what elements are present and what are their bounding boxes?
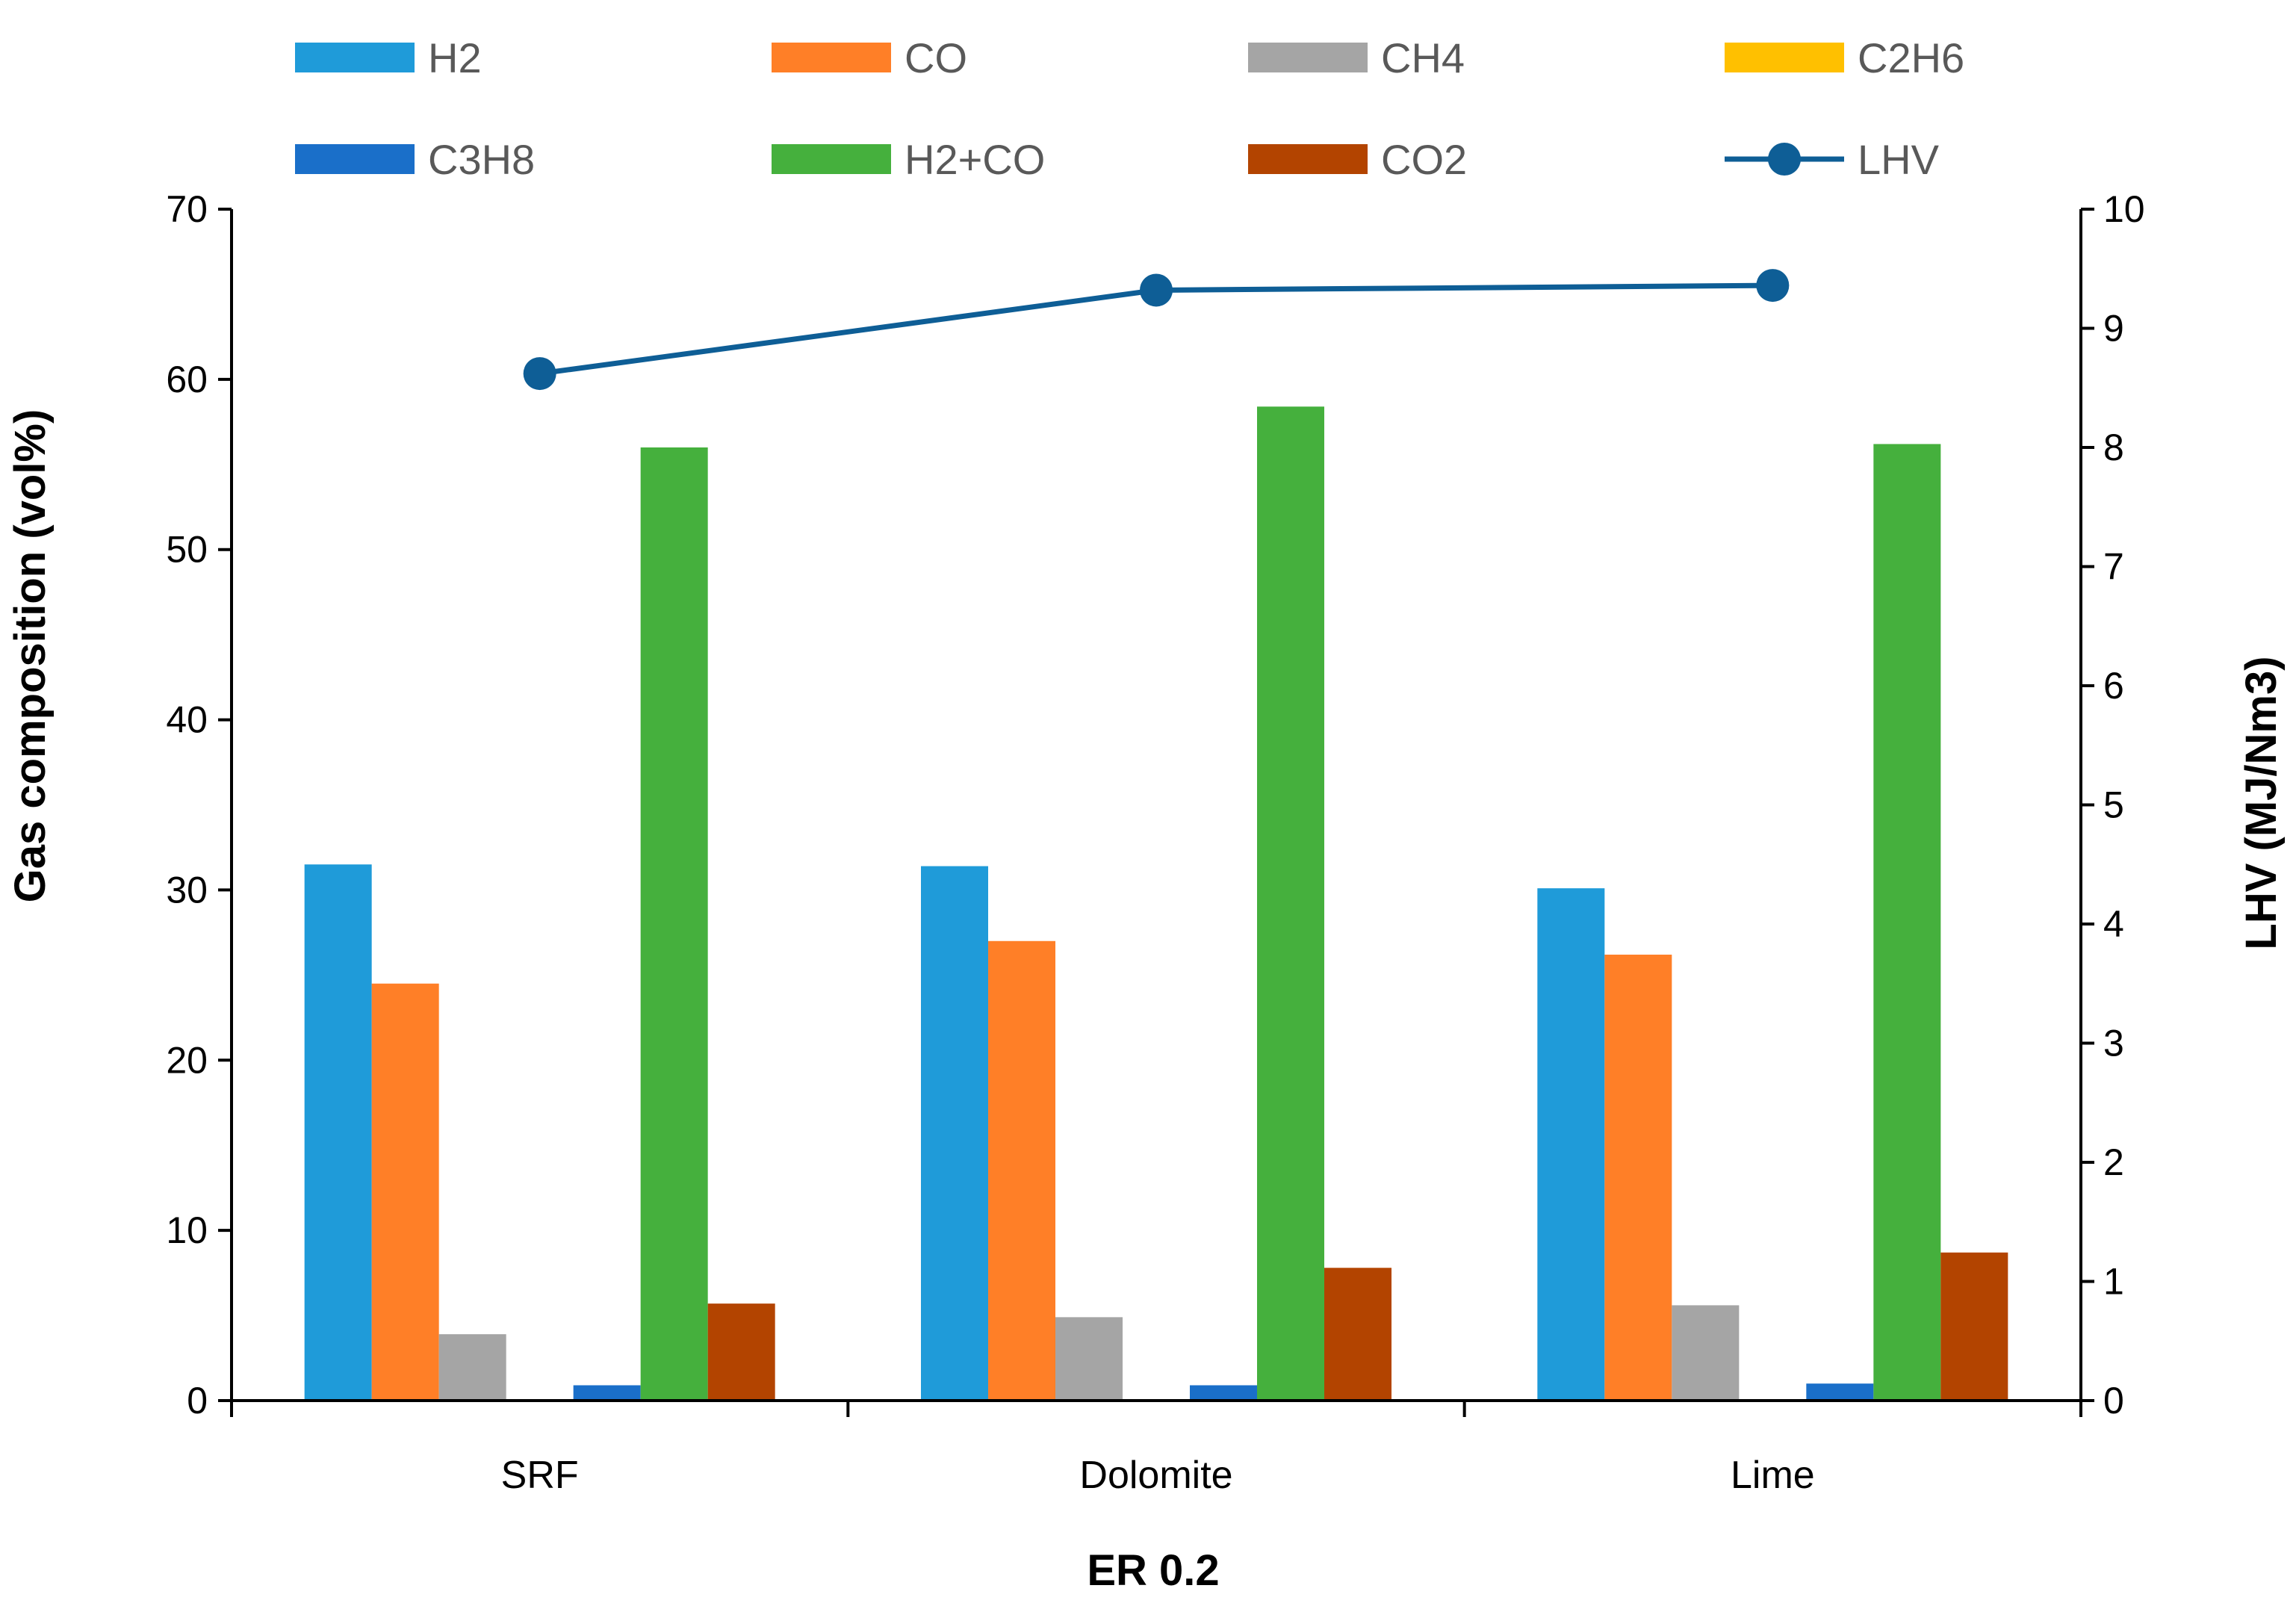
bar-ch4-srf <box>438 1334 506 1401</box>
lhv-line-group <box>523 269 1790 391</box>
series-co <box>371 940 1672 1401</box>
y2-tick-label: 3 <box>2103 1023 2124 1064</box>
y2-tick-label: 10 <box>2103 188 2145 230</box>
legend-item-lhv: LHV <box>1725 136 1940 183</box>
y-tick-label: 30 <box>166 869 208 911</box>
y-axis-title: Gas composition (vol%) <box>6 409 55 903</box>
legend-label-co: CO <box>905 34 967 81</box>
lhv-point-srf <box>523 357 556 391</box>
legend-item-co2: CO2 <box>1248 136 1467 183</box>
x-category-label-lime: Lime <box>1731 1454 1815 1497</box>
y2-tick-label: 8 <box>2103 427 2124 468</box>
legend-item-h2: H2 <box>295 34 482 81</box>
y2-tick-label: 1 <box>2103 1261 2124 1303</box>
y2-tick-label: 0 <box>2103 1380 2124 1422</box>
legend-swatch-c2h6 <box>1725 43 1844 72</box>
bar-h2-co-srf <box>640 447 708 1401</box>
legend-swatch-co2 <box>1248 144 1368 174</box>
bar-co-srf <box>371 983 439 1401</box>
legend-marker-lhv <box>1768 143 1801 176</box>
series-h2-co <box>640 406 1941 1401</box>
bar-h2-srf <box>304 864 372 1401</box>
legend-item-c3h8: C3H8 <box>295 136 535 183</box>
legend-label-lhv: LHV <box>1858 136 1940 183</box>
y-tick-label: 10 <box>166 1209 208 1251</box>
bar-h2-co-dolomite <box>1257 406 1324 1401</box>
legend-swatch-c3h8 <box>295 144 415 174</box>
series-h2 <box>304 864 1605 1401</box>
y2-axis-title: LHV (MJ/Nm3) <box>2237 656 2286 949</box>
bar-series-group <box>304 406 2008 1401</box>
bar-h2-dolomite <box>921 866 988 1401</box>
legend-label-ch4: CH4 <box>1381 34 1465 81</box>
legend: H2 CO CH4 C2H6 C3H8 H2+CO CO2 LHV <box>295 34 1964 183</box>
lhv-point-dolomite <box>1140 273 1173 307</box>
legend-item-co: CO <box>772 34 967 81</box>
y2-tick-label: 2 <box>2103 1141 2124 1183</box>
bar-c3h8-dolomite <box>1190 1385 1257 1401</box>
series-c3h8 <box>573 1383 1874 1401</box>
legend-label-h2: H2 <box>428 34 482 81</box>
bar-co2-srf <box>707 1303 775 1401</box>
y2-tick-label: 9 <box>2103 308 2124 350</box>
legend-item-c2h6: C2H6 <box>1725 34 1964 81</box>
legend-label-c2h6: C2H6 <box>1858 34 1964 81</box>
y-tick-label: 0 <box>187 1380 208 1422</box>
y-tick-label: 20 <box>166 1039 208 1081</box>
y-tick-label: 40 <box>166 699 208 741</box>
bar-ch4-lime <box>1672 1305 1740 1401</box>
bar-h2-lime <box>1537 888 1605 1401</box>
legend-label-c3h8: C3H8 <box>428 136 535 183</box>
y2-tick-label: 7 <box>2103 546 2124 588</box>
legend-label-h2-co: H2+CO <box>905 136 1045 183</box>
bar-c3h8-srf <box>573 1385 641 1401</box>
x-category-label-srf: SRF <box>501 1454 579 1497</box>
series-co2 <box>707 1252 2008 1401</box>
x-axis-title: ER 0.2 <box>1087 1546 1219 1595</box>
y-tick-label: 70 <box>166 188 208 230</box>
legend-swatch-co <box>772 43 891 72</box>
bar-c3h8-lime <box>1806 1383 1874 1401</box>
series-ch4 <box>438 1305 1740 1401</box>
bar-co2-lime <box>1940 1252 2008 1401</box>
y-tick-label: 50 <box>166 529 208 571</box>
bar-co-lime <box>1604 955 1672 1401</box>
legend-swatch-ch4 <box>1248 43 1368 72</box>
legend-label-co2: CO2 <box>1381 136 1467 183</box>
legend-swatch-h2 <box>295 43 415 72</box>
y2-tick-label: 6 <box>2103 665 2124 707</box>
y-tick-label: 60 <box>166 359 208 400</box>
axes-group: 0 10 20 30 40 50 60 70 0 1 2 3 4 5 6 7 8 9 10 SRF Dolomite Li… <box>166 188 2144 1497</box>
legend-item-ch4: CH4 <box>1248 34 1465 81</box>
legend-item-h2-co: H2+CO <box>772 136 1045 183</box>
y2-tick-label: 5 <box>2103 784 2124 826</box>
bar-co-dolomite <box>988 940 1055 1401</box>
legend-swatch-h2-co <box>772 144 891 174</box>
x-category-label-dolomite: Dolomite <box>1079 1454 1232 1497</box>
lhv-point-lime <box>1756 269 1790 303</box>
bar-ch4-dolomite <box>1055 1317 1123 1401</box>
bar-h2-co-lime <box>1873 444 1941 1401</box>
y2-tick-label: 4 <box>2103 903 2124 945</box>
bar-co2-dolomite <box>1324 1268 1391 1401</box>
